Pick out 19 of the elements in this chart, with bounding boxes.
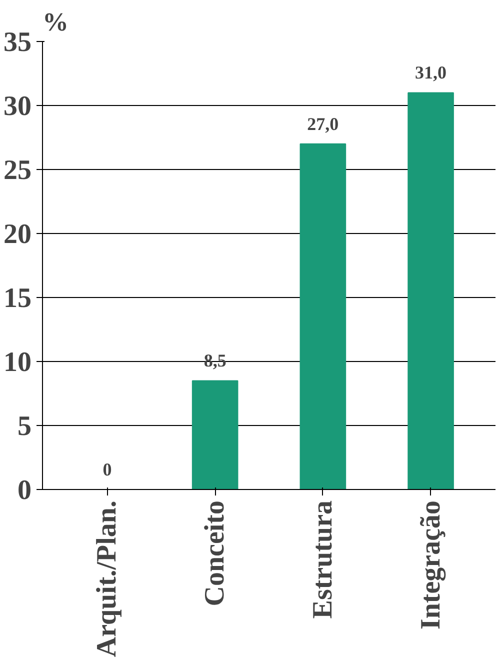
- bar: [408, 92, 454, 490]
- bar: [300, 143, 346, 490]
- x-tick-label: Arquit./Plan.: [92, 500, 123, 658]
- x-tick-label: Conceito: [200, 500, 231, 606]
- bar: [192, 380, 238, 490]
- y-tick-label: 35: [4, 27, 32, 58]
- y-tick-label: 10: [4, 347, 32, 378]
- x-tick-label: Estrutura: [307, 500, 338, 619]
- y-tick-label: 15: [4, 283, 32, 314]
- y-tick-label: 25: [4, 155, 32, 186]
- data-label: 0: [102, 460, 112, 480]
- y-tick-label: 30: [4, 91, 32, 122]
- x-tick-label: Integração: [415, 500, 446, 630]
- data-label: 27,0: [307, 114, 339, 134]
- y-axis-title: %: [42, 8, 68, 36]
- y-tick-label: 0: [18, 475, 32, 506]
- y-tick-label: 20: [4, 219, 32, 250]
- y-tick-label: 5: [18, 411, 32, 442]
- data-label: 31,0: [415, 62, 447, 83]
